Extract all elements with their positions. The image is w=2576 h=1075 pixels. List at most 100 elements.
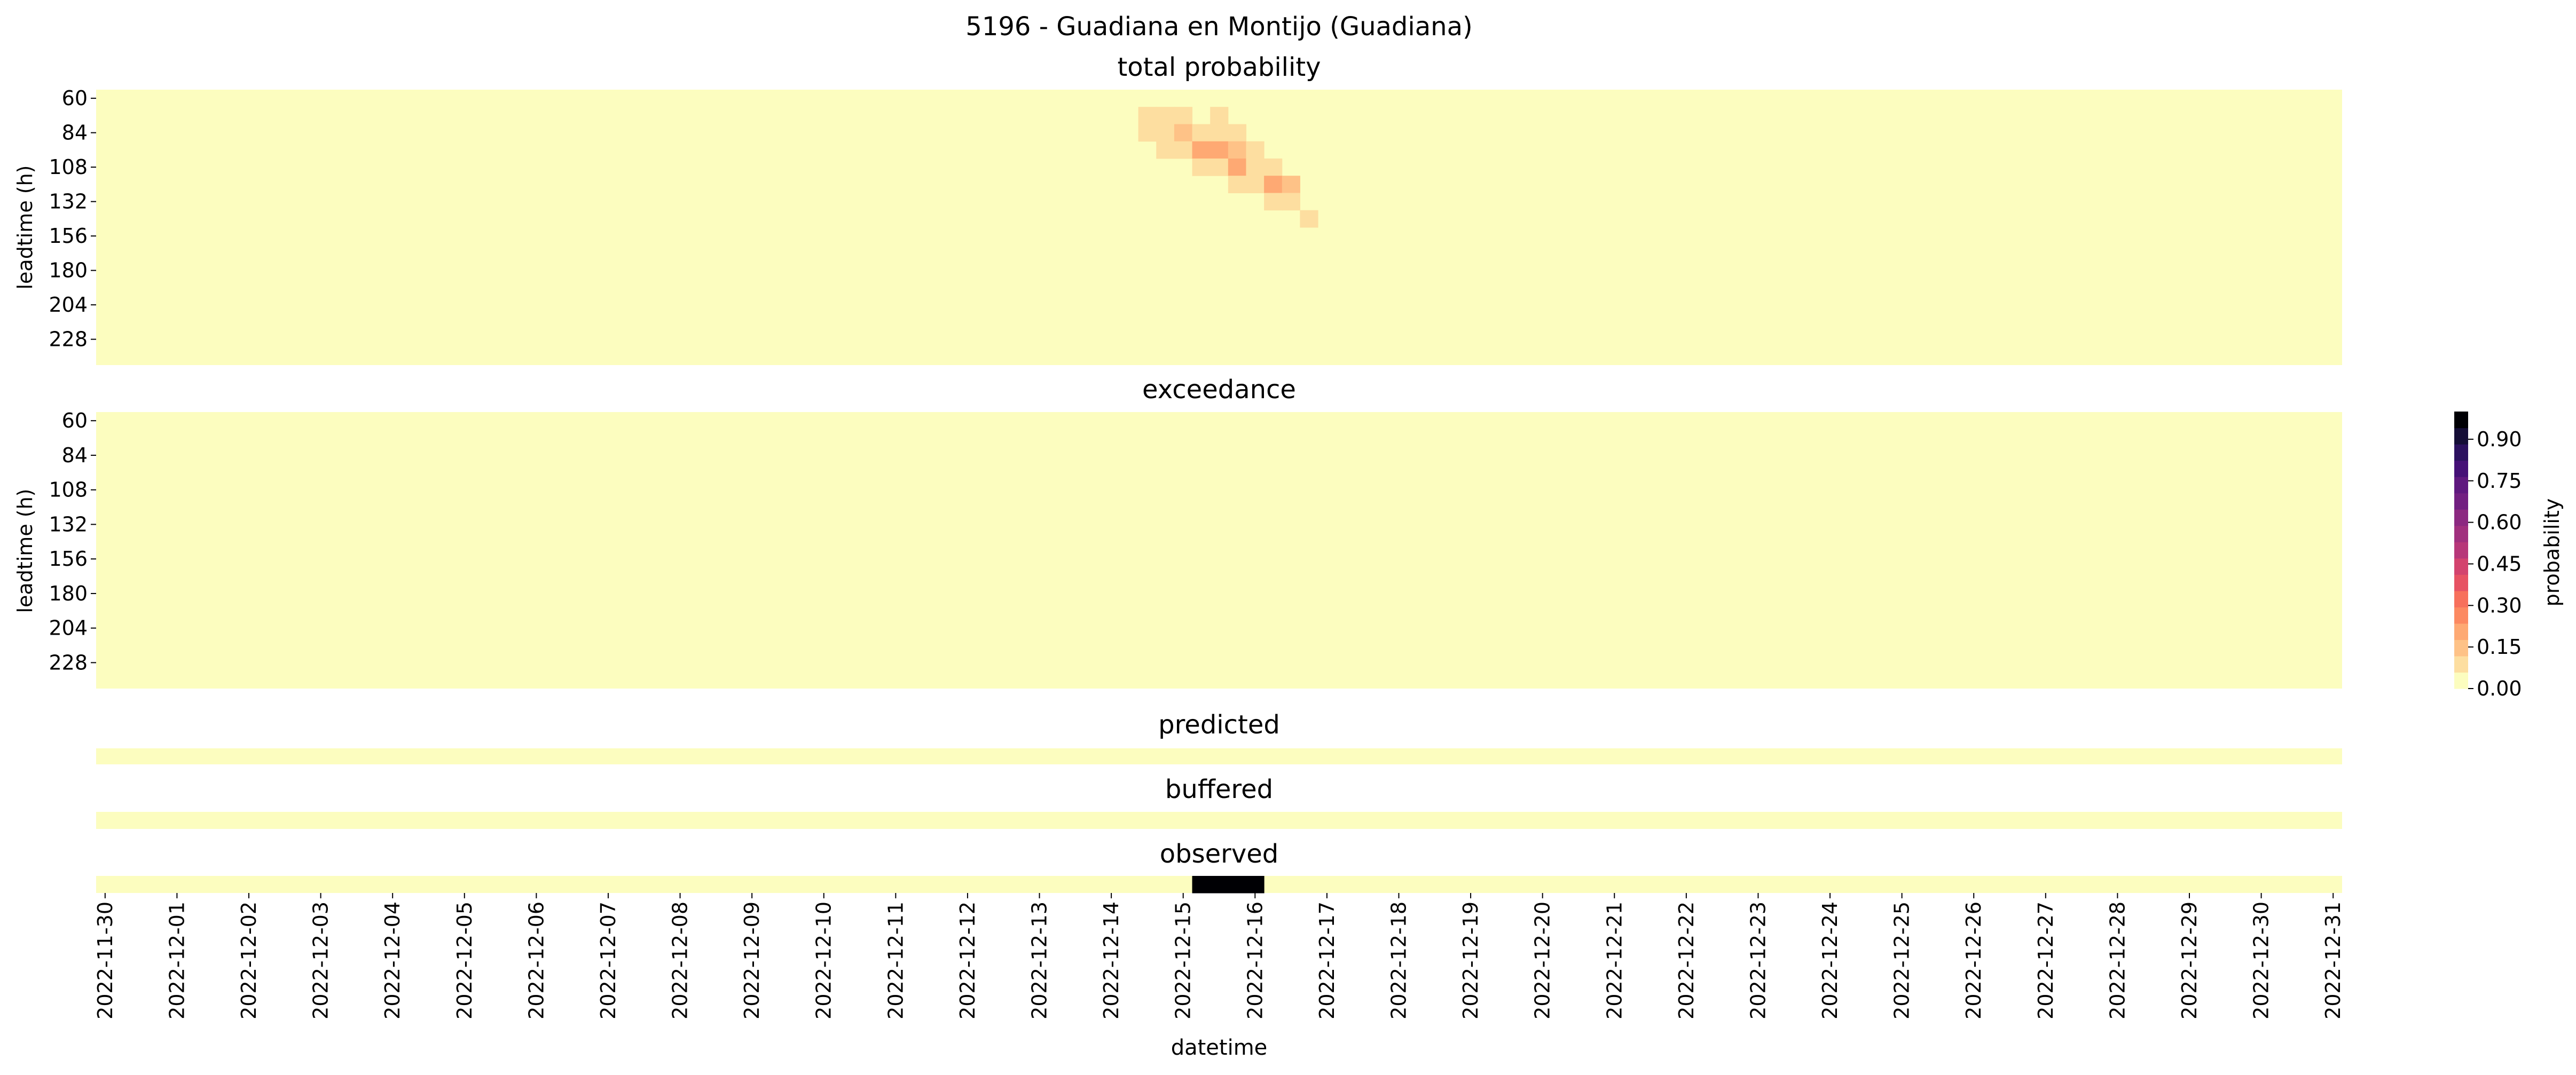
y-tick-label: 132 (49, 190, 88, 214)
colorbar-step (2454, 444, 2468, 461)
heatmap-cell (1192, 141, 1211, 159)
heatmap-cell (1156, 124, 1175, 142)
exceedance-y-ticks: 60 84 108 132 156 180 204 228 (49, 409, 96, 674)
colorbar-tick-label: 0.60 (2477, 511, 2522, 534)
colorbar: 0.00 0.15 0.30 0.45 0.60 0.75 0.90 (2454, 412, 2522, 700)
heatmap-cell (1210, 141, 1229, 159)
colorbar-step (2454, 590, 2468, 607)
y-tick-label: 204 (49, 616, 88, 640)
colorbar-step (2454, 509, 2468, 526)
x-tick-label: 2022-12-24 (1818, 902, 1842, 1019)
colorbar-step (2454, 623, 2468, 641)
heatmap-cell (1210, 124, 1229, 142)
heatmap-background (96, 412, 2342, 689)
x-tick-label: 2022-12-03 (309, 902, 333, 1019)
x-tick-label: 2022-12-28 (2106, 902, 2129, 1019)
total-probability-y-ticks: 60 84 108 132 156 180 204 228 (49, 86, 96, 351)
x-tick-label: 2022-12-18 (1387, 902, 1410, 1019)
panel-title-total-probability: total probability (1117, 52, 1321, 82)
x-tick-label: 2022-12-12 (956, 902, 979, 1019)
y-tick-label: 228 (49, 328, 88, 351)
x-tick-label: 2022-12-15 (1172, 902, 1195, 1019)
x-axis-label: datetime (1171, 1036, 1268, 1060)
y-tick-label: 180 (49, 582, 88, 605)
colorbar-step (2454, 460, 2468, 477)
x-tick-label: 2022-12-30 (2250, 902, 2273, 1019)
heatmap-cell (1210, 107, 1229, 124)
colorbar-tick-label: 0.30 (2477, 594, 2522, 617)
heatmap-cell (1300, 210, 1318, 228)
colorbar-label: probability (2540, 499, 2564, 607)
x-tick-label: 2022-12-05 (453, 902, 476, 1019)
heatmap-cell (1228, 124, 1246, 142)
colorbar-step (2454, 542, 2468, 559)
total-probability-heatmap (96, 90, 2342, 365)
heatmap-cell (1192, 124, 1211, 142)
x-tick-label: 2022-12-13 (1028, 902, 1051, 1019)
heatmap-cell (1264, 193, 1283, 211)
y-tick-label: 228 (49, 651, 88, 674)
heatmap-cell (1210, 159, 1229, 176)
heatmap-cell (1228, 141, 1246, 159)
colorbar-step (2454, 672, 2468, 689)
heatmap-cell (1120, 90, 1139, 107)
x-tick-label: 2022-12-06 (524, 902, 548, 1019)
heatmap-cell (1192, 159, 1211, 176)
y-tick-label: 204 (49, 293, 88, 317)
colorbar-step (2454, 655, 2468, 673)
x-tick-label: 2022-12-14 (1099, 902, 1123, 1019)
panel-title-predicted: predicted (1158, 710, 1280, 740)
heatmap-cell (1282, 176, 1300, 193)
colorbar-step (2454, 493, 2468, 510)
x-tick-label: 2022-12-23 (1746, 902, 1770, 1019)
heatmap-cell (1174, 107, 1193, 124)
colorbar-tick-label: 0.45 (2477, 552, 2522, 575)
colorbar-step (2454, 412, 2468, 429)
x-tick-label: 2022-12-04 (381, 902, 404, 1019)
panel-title-observed: observed (1160, 839, 1279, 869)
y-tick-label: 60 (62, 409, 88, 432)
heatmap-cell (1210, 876, 1229, 894)
x-tick-label: 2022-12-09 (740, 902, 764, 1019)
colorbar-tick-label: 0.00 (2477, 677, 2522, 700)
panel-title-exceedance: exceedance (1142, 375, 1296, 405)
observed-heatmap (96, 876, 2342, 894)
x-tick-label: 2022-12-08 (669, 902, 692, 1019)
x-tick-label: 2022-12-01 (165, 902, 189, 1019)
x-tick-label: 2022-12-27 (2034, 902, 2057, 1019)
x-tick-label: 2022-12-25 (1890, 902, 1914, 1019)
heatmap-cell (1192, 876, 1211, 894)
figure-title: 5196 - Guadiana en Montijo (Guadiana) (965, 12, 1472, 42)
y-tick-label: 84 (62, 121, 88, 145)
colorbar-step (2454, 477, 2468, 494)
x-tick-label: 2022-12-02 (237, 902, 261, 1019)
heatmap-cell (1228, 159, 1246, 176)
exceedance-heatmap (96, 412, 2342, 689)
x-tick-label: 2022-12-31 (2321, 902, 2345, 1019)
heatmap-cell (1138, 124, 1157, 142)
x-tick-label: 2022-11-30 (93, 902, 117, 1019)
colorbar-tick-label: 0.75 (2477, 469, 2522, 493)
heatmap-cell (1174, 124, 1193, 142)
total-probability-y-axis-label: leadtime (h) (13, 165, 37, 289)
heatmap-background (96, 748, 2342, 764)
heatmap-cell (1246, 159, 1265, 176)
y-tick-label: 156 (49, 547, 88, 571)
x-tick-label: 2022-12-10 (812, 902, 836, 1019)
y-tick-label: 84 (62, 444, 88, 467)
heatmap-background (96, 812, 2342, 829)
x-tick-label: 2022-12-07 (596, 902, 620, 1019)
x-tick-label: 2022-12-21 (1603, 902, 1626, 1019)
colorbar-step (2454, 639, 2468, 657)
colorbar-tick-label: 0.90 (2477, 428, 2522, 451)
x-tick-label: 2022-12-17 (1315, 902, 1339, 1019)
x-tick-label: 2022-12-11 (884, 902, 907, 1019)
y-tick-label: 108 (49, 155, 88, 179)
heatmap-cell (1228, 876, 1246, 894)
heatmap-cell (1138, 90, 1157, 107)
heatmap-cell (1138, 107, 1157, 124)
x-tick-label: 2022-12-19 (1459, 902, 1482, 1019)
heatmap-cell (1282, 193, 1300, 211)
colorbar-step (2454, 607, 2468, 624)
